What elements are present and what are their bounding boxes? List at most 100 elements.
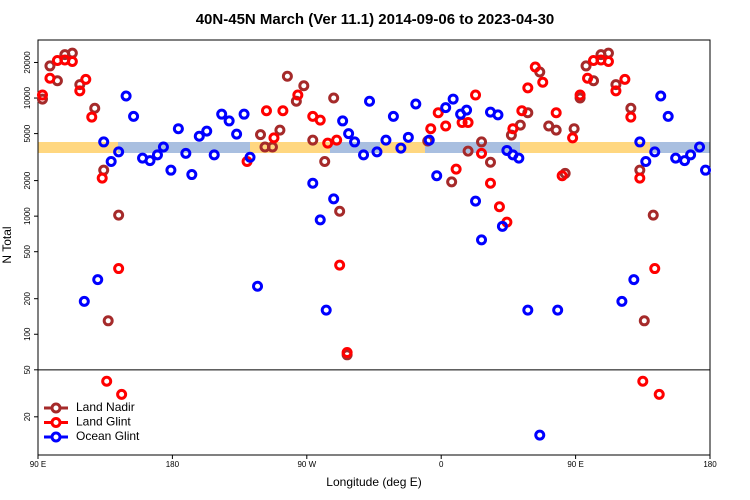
plot-frame (37, 39, 711, 456)
band (38, 142, 118, 153)
point (314, 214, 326, 226)
point (516, 105, 528, 117)
y-tick-label: 20 (23, 412, 32, 421)
point (120, 90, 132, 102)
x-tick-label: 0 (439, 460, 444, 469)
point (231, 128, 243, 140)
point (580, 60, 592, 72)
point (328, 193, 340, 205)
x-tick-label: 180 (703, 460, 717, 469)
point (371, 146, 383, 158)
y-tick-label: 5000 (23, 124, 32, 142)
point (507, 123, 519, 135)
y-tick-label: 2000 (23, 171, 32, 189)
point (66, 55, 78, 67)
point (476, 234, 488, 246)
point (116, 388, 128, 400)
point (328, 92, 340, 104)
series (36, 54, 665, 400)
point (102, 315, 114, 327)
point (662, 110, 674, 122)
point (337, 115, 349, 127)
point (201, 125, 213, 137)
point (634, 172, 646, 184)
point (653, 388, 665, 400)
point (582, 72, 594, 84)
point (74, 85, 86, 97)
point (334, 205, 346, 217)
point (44, 60, 56, 72)
x-tick-label: 90 E (567, 460, 583, 469)
point (470, 89, 482, 101)
point (484, 156, 496, 168)
x-tick-label: 180 (166, 460, 180, 469)
point (610, 79, 622, 91)
point (238, 108, 250, 120)
point (44, 72, 56, 84)
point (470, 195, 482, 207)
point (602, 55, 614, 67)
point (513, 152, 525, 164)
point (679, 155, 691, 167)
band (250, 142, 330, 153)
point (476, 147, 488, 159)
point (113, 209, 125, 221)
point (574, 89, 586, 101)
point (387, 110, 399, 122)
point (277, 105, 289, 117)
point (180, 147, 192, 159)
point (447, 93, 459, 105)
point (537, 76, 549, 88)
point (331, 134, 343, 146)
point (423, 134, 435, 146)
point (74, 79, 86, 91)
point (216, 108, 228, 120)
point (292, 89, 304, 101)
point (655, 90, 667, 102)
band (380, 142, 425, 153)
point (522, 82, 534, 94)
point (685, 149, 697, 161)
x-axis-label: Longitude (deg E) (326, 475, 421, 489)
point (322, 137, 334, 149)
y-tick-label: 200 (23, 291, 32, 305)
point (281, 70, 293, 82)
point (36, 93, 48, 105)
point (647, 209, 659, 221)
point (567, 132, 579, 144)
y-tick-label: 500 (23, 244, 32, 258)
point (534, 429, 546, 441)
point (410, 98, 422, 110)
point (320, 304, 332, 316)
point (341, 347, 353, 359)
legend-label: Ocean Glint (76, 429, 140, 443)
point (380, 134, 392, 146)
point (700, 164, 712, 176)
point (101, 375, 113, 387)
point (151, 149, 163, 161)
point (694, 141, 706, 153)
y-tick-label: 10000 (23, 86, 32, 109)
point (462, 117, 474, 129)
point (36, 89, 48, 101)
point (610, 85, 622, 97)
point (529, 61, 541, 73)
point (625, 111, 637, 123)
point (432, 107, 444, 119)
y-tick-label: 50 (23, 365, 32, 374)
point (244, 151, 256, 163)
point (260, 105, 272, 117)
point (349, 136, 361, 148)
point (476, 136, 488, 148)
point (634, 136, 646, 148)
point (343, 128, 355, 140)
point (550, 107, 562, 119)
point (314, 114, 326, 126)
y-axis-label: N Total (0, 226, 14, 263)
point (358, 149, 370, 161)
point (638, 315, 650, 327)
point (484, 177, 496, 189)
y-tick-label: 100 (23, 327, 32, 341)
point (637, 375, 649, 387)
